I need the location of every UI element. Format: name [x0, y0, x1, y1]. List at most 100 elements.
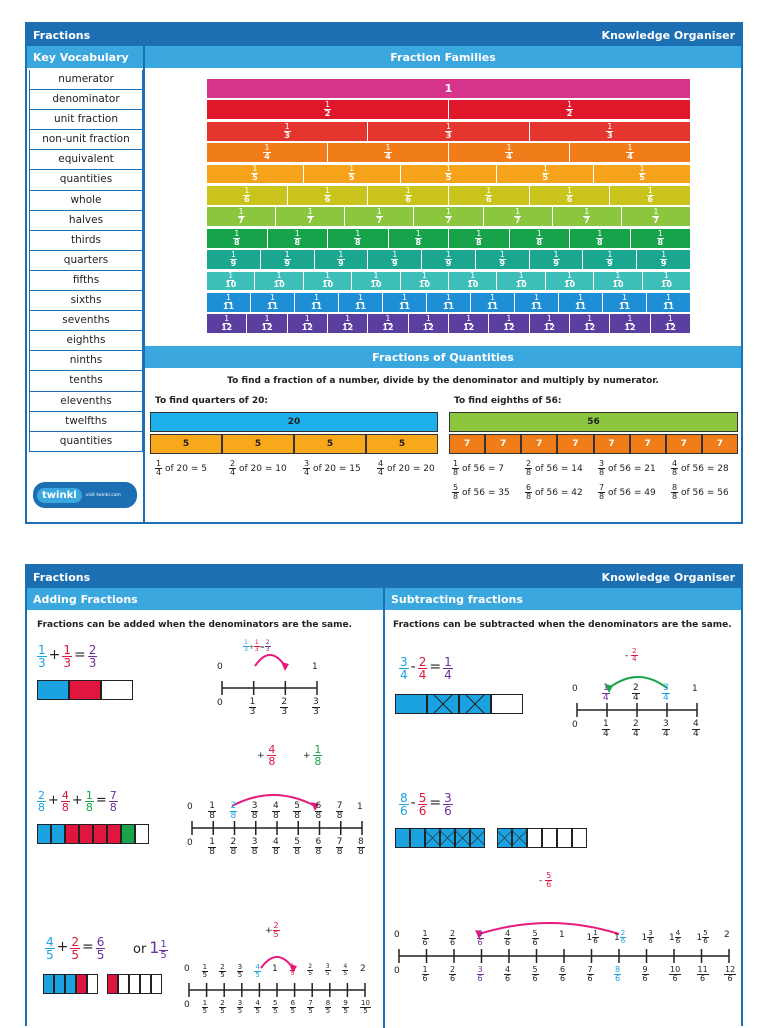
wall-row: 1	[207, 79, 690, 98]
vocab-item: tenths	[29, 371, 143, 392]
part-cell: 7	[593, 434, 630, 454]
wall-piece: 1 11	[427, 293, 471, 312]
fraction: 1 10	[563, 271, 576, 290]
tick-label: 0	[572, 684, 578, 694]
number-line	[398, 922, 730, 963]
equation: 1 3 +1 3 = 2 3	[37, 643, 98, 670]
twinkl-logo: twinkl visit twinkl.com	[33, 482, 137, 508]
vocab-item: quantities	[29, 170, 143, 191]
subtracting-rule: Fractions can be subtracted when the den…	[393, 620, 732, 630]
vocab-item: sixths	[29, 291, 143, 312]
bottom-right-title: Knowledge Organiser	[601, 570, 735, 584]
equation: 2 8 +4 8 +1 8 = 7 8	[37, 789, 118, 814]
tick-label: 0	[572, 720, 578, 730]
wall-piece: 1 10	[303, 271, 353, 291]
wall-piece: 1 12	[650, 314, 690, 334]
number-line	[188, 956, 366, 997]
fraction: 1 11	[266, 292, 279, 311]
vocab-item: whole	[29, 190, 143, 211]
fraction: 1 12	[624, 314, 636, 333]
fraction: 1 12	[382, 314, 394, 333]
tick-label: 0	[187, 838, 193, 848]
vocab-item: eighths	[29, 331, 143, 352]
fraction-boxes	[43, 974, 98, 994]
fraction: 1 12	[664, 314, 676, 333]
top-right-title: Knowledge Organiser	[601, 28, 735, 42]
number-line	[191, 794, 363, 835]
wall-piece: 1 10	[497, 271, 546, 291]
fraction: 1 11	[442, 292, 455, 311]
result-text: of 56 = 42	[534, 488, 583, 498]
equation: 4 5 +2 5 = 6 5	[45, 935, 106, 962]
fraction: 1 10	[321, 271, 334, 290]
wall-piece: 1 10	[449, 271, 498, 291]
fraction: 12 6	[724, 965, 737, 983]
part-cell: 7	[557, 434, 594, 454]
top-header: Fractions Knowledge Organiser	[27, 24, 741, 46]
wall-piece: 1 11	[295, 293, 339, 312]
fraction: 10 5	[360, 999, 371, 1015]
vocab-item: quantities	[29, 431, 143, 452]
wall-piece: 1 11	[251, 293, 295, 312]
fraction: 1 11	[354, 292, 367, 311]
wall-piece: 1 10	[207, 271, 256, 291]
